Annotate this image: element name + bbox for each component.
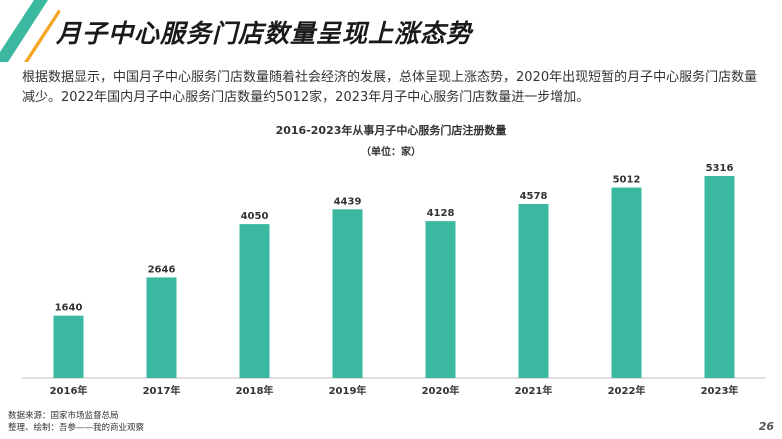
page-number: 26 <box>758 420 774 433</box>
credit-note: 整理、绘制：吾参——我的商业观察 <box>8 423 145 433</box>
x-tick-label: 2016年 <box>50 384 88 397</box>
x-tick-label: 2020年 <box>422 384 460 397</box>
data-label: 4128 <box>427 208 455 219</box>
x-tick-label: 2017年 <box>143 384 181 397</box>
bar <box>518 204 549 378</box>
chart-unit-label: （单位：家） <box>361 147 421 158</box>
source-note: 数据来源：国家市场监督总局 <box>8 411 119 421</box>
bar <box>332 209 363 378</box>
bar <box>611 187 642 378</box>
data-label: 5316 <box>706 163 734 174</box>
data-label: 2646 <box>148 264 176 275</box>
header-decoration <box>0 0 60 62</box>
bar-chart: 1640 2016年 2646 2017年 4050 2018年 4439 2019年 4128… <box>22 163 766 397</box>
bar <box>146 277 177 378</box>
page-title: 月子中心服务门店数量呈现上涨态势 <box>56 19 473 48</box>
bar <box>239 224 270 378</box>
bar <box>704 175 735 378</box>
x-tick-label: 2023年 <box>701 384 739 397</box>
footer: 数据来源：国家市场监督总局 整理、绘制：吾参——我的商业观察 <box>8 410 144 434</box>
x-tick-label: 2021年 <box>515 384 553 397</box>
bar <box>425 221 456 378</box>
bar <box>53 315 84 378</box>
data-label: 4578 <box>520 191 548 202</box>
orange-stripe <box>24 10 60 62</box>
x-tick-label: 2019年 <box>329 384 367 397</box>
data-label: 4050 <box>241 211 269 222</box>
x-tick-label: 2018年 <box>236 384 274 397</box>
x-tick-label: 2022年 <box>608 384 646 397</box>
intro-paragraph: 根据数据显示，中国月子中心服务门店数量随着社会经济的发展，总体呈现上涨态势，20… <box>22 70 758 105</box>
data-label: 4439 <box>334 196 362 207</box>
data-label: 1640 <box>55 303 83 314</box>
teal-stripe <box>0 0 48 62</box>
data-label: 5012 <box>613 175 641 186</box>
chart-title: 2016-2023年从事月子中心服务门店注册数量 <box>275 124 507 137</box>
